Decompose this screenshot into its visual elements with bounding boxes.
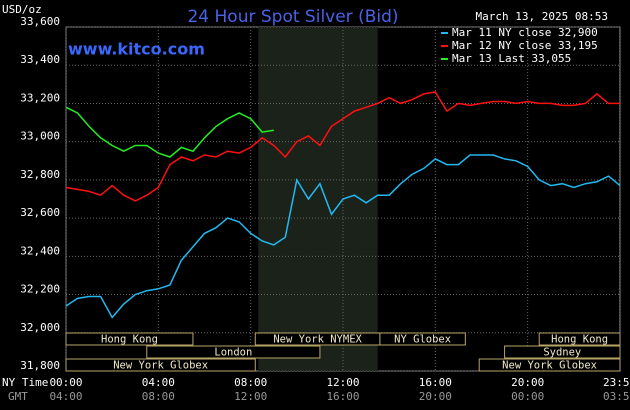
session-label: Hong Kong	[101, 334, 158, 346]
gmt-tick-label: 12:00	[234, 390, 267, 403]
y-tick-label: 32,000	[20, 321, 60, 334]
y-tick-label: 33,000	[20, 130, 60, 143]
x-tick-label: 12:00	[326, 376, 359, 389]
gmt-tick-label: 16:00	[326, 390, 359, 403]
gmt-tick-label: 04:00	[49, 390, 82, 403]
session-bar	[504, 345, 621, 359]
session-bar	[478, 358, 621, 372]
y-tick-label: 32,800	[20, 168, 60, 181]
gmt-tick-label: 08:00	[142, 390, 175, 403]
y-tick-label: 31,800	[20, 359, 60, 372]
x-tick-label: 08:00	[234, 376, 267, 389]
session-label: New York Globex	[113, 360, 208, 372]
y-tick-label: 32,200	[20, 283, 60, 296]
session-bar	[146, 345, 321, 359]
session-bar	[379, 332, 466, 346]
gmt-tick-label: 20:00	[419, 390, 452, 403]
session-label: New York NYMEX	[273, 334, 362, 346]
y-axis-label: USD/oz	[2, 3, 42, 16]
legend-label: Mar 11 NY close 32,900	[452, 26, 598, 39]
x-tick-label: 20:00	[511, 376, 544, 389]
series-line	[65, 154, 621, 319]
session-label: Sydney	[543, 347, 581, 359]
session-bar	[65, 332, 194, 346]
gmt-tick-label: 00:00	[511, 390, 544, 403]
y-tick-label: 32,600	[20, 206, 60, 219]
x-tick-label: 16:00	[419, 376, 452, 389]
session-label: New York Globex	[502, 360, 597, 372]
legend-label: Mar 13 Last 33,055	[452, 52, 571, 65]
y-tick-label: 33,200	[20, 91, 60, 104]
session-bar	[65, 358, 256, 372]
chart-title: 24 Hour Spot Silver (Bid)	[187, 7, 398, 27]
session-label: NY Globex	[394, 334, 451, 346]
watermark: www.kitco.com	[68, 40, 205, 59]
series-line	[65, 91, 620, 202]
y-tick-label: 32,400	[20, 244, 60, 257]
x-row-label: NY Time	[2, 376, 48, 389]
y-tick-label: 33,600	[20, 15, 60, 28]
x-tick-label: 04:00	[142, 376, 175, 389]
gmt-tick-label: 03:59	[603, 390, 630, 403]
series-line	[65, 106, 274, 158]
session-label: London	[214, 347, 252, 359]
x-row-label: GMT	[8, 390, 28, 403]
shaded-range	[258, 27, 378, 371]
x-tick-label: 23:59	[603, 376, 630, 389]
session-label: Hong Kong	[551, 334, 608, 346]
timestamp: March 13, 2025 08:53	[476, 10, 608, 23]
y-tick-label: 33,400	[20, 53, 60, 66]
legend-label: Mar 12 NY close 33,195	[452, 39, 598, 52]
x-tick-label: 00:00	[49, 376, 82, 389]
session-bar	[538, 332, 621, 346]
